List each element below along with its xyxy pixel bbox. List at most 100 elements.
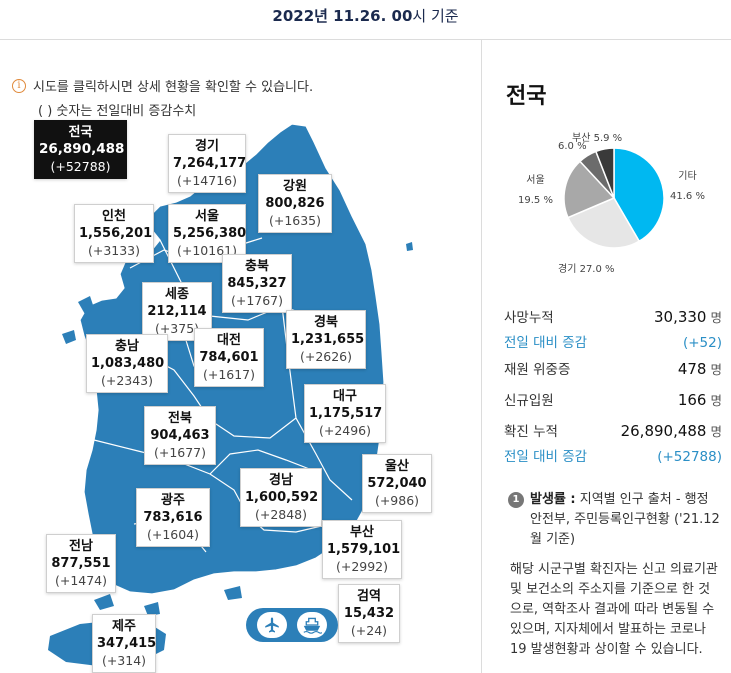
stat-value: (+52788) (657, 449, 722, 465)
info-icon: i (12, 78, 26, 93)
stat-label: 신규입원 (504, 393, 554, 409)
stat-critical: 재원 위중증 478 명 (504, 356, 722, 382)
pie-label-other-name: 기타 (678, 171, 697, 182)
pie-slice-부산 (594, 147, 615, 199)
stat-unit: 명 (710, 424, 722, 439)
region-jeonnam[interactable]: 전남 877,551 (+1474) (46, 534, 116, 593)
region-diff: (+314) (101, 653, 147, 668)
region-gyeongnam[interactable]: 경남 1,600,592 (+2848) (240, 468, 322, 527)
region-total: 1,556,201 (79, 226, 153, 241)
region-chungnam[interactable]: 충남 1,083,480 (+2343) (86, 334, 168, 393)
region-seoul[interactable]: 서울 5,256,380 (+10161) (168, 204, 246, 263)
ship-icon (303, 617, 322, 634)
reference-date-suffix: 시 기준 (412, 7, 459, 25)
pie-label-other-pct: 41.6 % (670, 191, 705, 202)
region-total: 15,432 (343, 606, 395, 621)
region-diff: (+2496) (318, 423, 372, 438)
pie-label-gyeonggi: 경기 27.0 % (558, 264, 615, 275)
region-diff: (+2343) (100, 373, 154, 388)
region-total: 877,551 (51, 556, 111, 571)
pie-label-seoul-name: 서울 (526, 175, 545, 186)
pie-label-seoul: 서울 19.5 % (518, 174, 553, 207)
ship-button[interactable] (297, 612, 327, 638)
stat-value: (+52) (682, 335, 722, 351)
map-panel: i 시도를 클릭하시면 상세 현황을 확인할 수 있습니다. ( ) 숫자는 전… (0, 56, 480, 673)
region-name: 대전 (217, 333, 241, 348)
region-diff: (+2626) (299, 349, 353, 364)
region-diff: (+375) (154, 321, 200, 336)
region-diff: (+2848) (254, 507, 308, 522)
pie-label-seoul-pct: 19.5 % (518, 195, 553, 206)
region-name: 검역 (357, 589, 381, 604)
region-name: 경북 (314, 315, 338, 330)
region-name: 전남 (69, 539, 93, 554)
region-incheon[interactable]: 인천 1,556,201 (+3133) (74, 204, 154, 263)
region-total: 904,463 (150, 428, 210, 443)
stat-value: 478 (677, 360, 707, 378)
region-name: 강원 (283, 179, 307, 194)
region-quarantine[interactable]: 검역 15,432 (+24) (338, 584, 400, 643)
note-badge: 1 (508, 492, 524, 508)
region-total: 845,327 (227, 276, 287, 291)
region-total: 26,890,488 (39, 141, 125, 157)
stats-list: 사망누적 30,330 명 전일 대비 증감 (+52) 재원 위중증 478 명 … (504, 304, 722, 470)
region-diff: (+1474) (54, 573, 108, 588)
region-diff: (+1767) (230, 293, 284, 308)
region-gyeonggi[interactable]: 경기 7,264,177 (+14716) (168, 134, 246, 193)
region-name: 부산 (350, 525, 374, 540)
region-name: 경남 (269, 473, 293, 488)
region-name: 울산 (385, 459, 409, 474)
page-header: 2022년 11.26. 00시 기준 (0, 0, 731, 40)
region-diff: (+3133) (87, 243, 141, 258)
airplane-button[interactable] (257, 612, 287, 638)
stat-unit: 명 (710, 310, 722, 325)
region-name: 충북 (245, 259, 269, 274)
region-name: 제주 (112, 619, 136, 634)
region-daegu[interactable]: 대구 1,175,517 (+2496) (304, 384, 386, 443)
stat-value: 26,890,488 (620, 422, 707, 440)
airplane-icon (265, 617, 279, 633)
stat-label: 확진 누적 (504, 424, 558, 440)
transport-toggle (246, 608, 338, 642)
island (94, 594, 114, 610)
island (78, 296, 94, 316)
stat-label: 사망누적 (504, 310, 554, 326)
region-diff: (+1677) (153, 445, 207, 460)
region-name: 광주 (161, 493, 185, 508)
region-daejeon[interactable]: 대전 784,601 (+1617) (194, 328, 264, 387)
region-gangwon[interactable]: 강원 800,826 (+1635) (258, 174, 332, 233)
region-total: 1,231,655 (291, 332, 365, 347)
region-total: 1,579,101 (327, 542, 401, 557)
region-total: 7,264,177 (173, 156, 247, 171)
region-ulsan[interactable]: 울산 572,040 (+986) (362, 454, 432, 513)
reference-date-bold: 2022년 11.26. 00 (272, 7, 413, 25)
map-notice-text: 시도를 클릭하시면 상세 현황을 확인할 수 있습니다. (33, 80, 314, 95)
region-jeonbuk[interactable]: 전북 904,463 (+1677) (144, 406, 216, 465)
stat-deaths: 사망누적 30,330 명 (504, 304, 722, 330)
region-name: 전북 (168, 411, 192, 426)
stat-label: 전일 대비 증감 (504, 449, 588, 465)
dokdo-island (406, 242, 413, 251)
region-gyeongbuk[interactable]: 경북 1,231,655 (+2626) (286, 310, 366, 369)
region-share-pie: 부산 5.9 % 6.0 % 서울 19.5 % 기타 41.6 % 경기 27… (482, 120, 731, 280)
region-name: 세종 (165, 287, 189, 302)
incidence-note: 1 발생률 : 지역별 인구 출처 - 행정안전부, 주민등록인구현황 ('21… (508, 490, 720, 660)
region-chungbuk[interactable]: 충북 845,327 (+1767) (222, 254, 292, 313)
stat-value: 166 (677, 391, 707, 409)
stat-confirmed: 확진 누적 26,890,488 명 (504, 418, 722, 444)
pie-slice-기타 (613, 147, 665, 243)
region-jeju[interactable]: 제주 347,415 (+314) (92, 614, 156, 673)
region-total: 347,415 (97, 636, 157, 651)
region-gwangju[interactable]: 광주 783,616 (+1604) (136, 488, 210, 547)
region-name: 대구 (333, 389, 357, 404)
reference-date: 2022년 11.26. 00시 기준 (0, 5, 731, 26)
region-diff: (+1635) (268, 213, 322, 228)
region-total: 800,826 (265, 196, 325, 211)
stat-value: 30,330 (653, 308, 707, 326)
region-national[interactable]: 전국 26,890,488 (+52788) (34, 120, 127, 179)
region-busan[interactable]: 부산 1,579,101 (+2992) (322, 520, 402, 579)
region-total: 783,616 (143, 510, 203, 525)
region-name: 충남 (115, 339, 139, 354)
island (62, 330, 76, 344)
region-name: 전국 (68, 125, 93, 140)
